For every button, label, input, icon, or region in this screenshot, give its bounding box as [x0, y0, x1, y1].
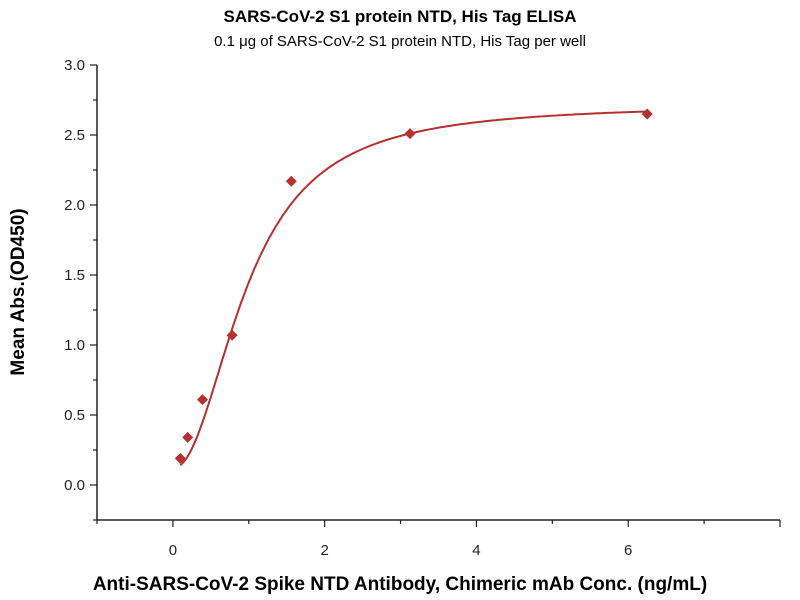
data-point: [404, 128, 416, 140]
chart-title: SARS-CoV-2 S1 protein NTD, His Tag ELISA: [224, 7, 577, 26]
x-tick-label: 2: [320, 542, 328, 559]
y-axis-label: Mean Abs.(OD450): [8, 208, 29, 375]
chart-subtitle: 0.1 μg of SARS-CoV-2 S1 protein NTD, His…: [214, 33, 586, 50]
data-point: [196, 394, 208, 406]
y-tick-label: 1.5: [64, 267, 85, 284]
fit-curve: [179, 110, 648, 467]
x-tick-label: 4: [472, 542, 480, 559]
data-point: [641, 108, 653, 120]
data-point: [285, 175, 297, 187]
y-tick-label: 0.0: [64, 477, 85, 494]
data-point: [174, 452, 186, 464]
y-tick-label: 3.0: [64, 57, 85, 74]
data-point: [182, 431, 194, 443]
data-point: [226, 329, 238, 341]
y-tick-label: 2.5: [64, 127, 85, 144]
y-tick-label: 1.0: [64, 337, 85, 354]
y-tick-label: 2.0: [64, 197, 85, 214]
x-tick-label: 0: [169, 542, 177, 559]
x-axis-label: Anti-SARS-CoV-2 Spike NTD Antibody, Chim…: [93, 574, 707, 595]
y-tick-label: 0.5: [64, 407, 85, 424]
x-tick-label: 6: [624, 542, 632, 559]
